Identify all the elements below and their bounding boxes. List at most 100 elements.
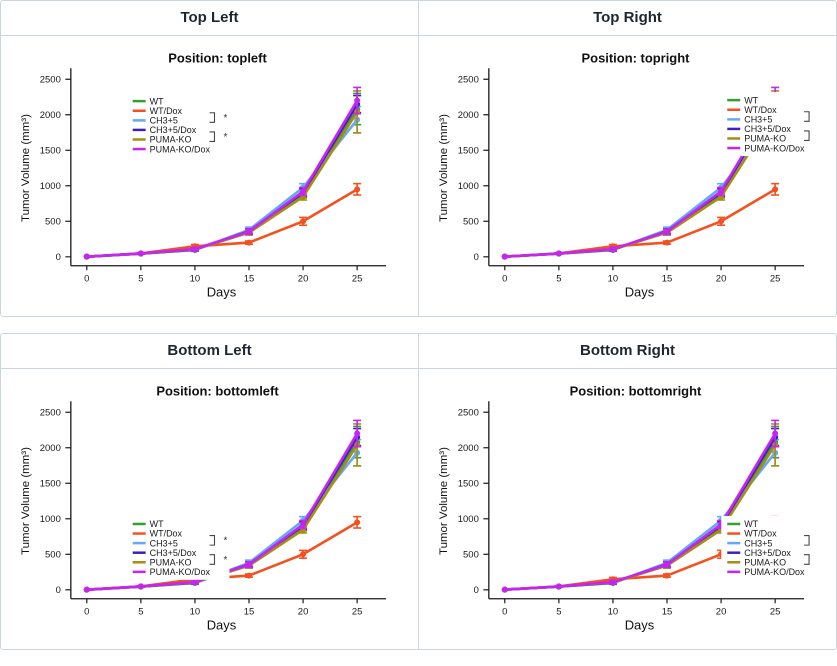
- svg-text:1500: 1500: [40, 479, 61, 490]
- svg-text:2500: 2500: [40, 75, 61, 86]
- svg-text:WT/Dox: WT/Dox: [150, 529, 183, 539]
- svg-text:0: 0: [474, 252, 479, 263]
- svg-text:CH3+5: CH3+5: [744, 115, 772, 125]
- line-chart-topright: Position: topright 0 5 10 15 20 25 0 500 1000 1500…: [438, 50, 825, 300]
- panel-header-label: Top Left: [180, 9, 239, 26]
- svg-text:15: 15: [662, 274, 673, 285]
- panel-header-label: Bottom Left: [167, 342, 252, 359]
- svg-text:CH3+5/Dox: CH3+5/Dox: [744, 548, 791, 558]
- svg-text:1500: 1500: [40, 146, 61, 157]
- line-chart-bottomleft: Position: bottomleft 0 5 10 15 20 25 0 500 1000 15…: [20, 383, 387, 633]
- svg-text:PUMA-KO: PUMA-KO: [150, 557, 192, 567]
- svg-text:PUMA-KO: PUMA-KO: [744, 557, 786, 567]
- svg-text:20: 20: [298, 607, 309, 618]
- svg-text:1000: 1000: [40, 181, 61, 192]
- svg-text:*: *: [223, 132, 227, 143]
- svg-text:*: *: [223, 536, 227, 547]
- svg-text:Days: Days: [625, 285, 655, 300]
- top-row-header: Top Left Top Right: [1, 1, 836, 36]
- svg-text:*: *: [223, 555, 227, 566]
- svg-text:5: 5: [556, 607, 561, 618]
- svg-text:25: 25: [770, 607, 781, 618]
- svg-text:15: 15: [662, 607, 673, 618]
- svg-text:PUMA-KO/Dox: PUMA-KO/Dox: [744, 567, 805, 577]
- svg-text:WT/Dox: WT/Dox: [744, 105, 777, 115]
- svg-text:*: *: [223, 113, 227, 124]
- svg-text:PUMA-KO/Dox: PUMA-KO/Dox: [150, 144, 211, 154]
- bottom-row-card: Bottom Left Bottom Right Position: botto…: [0, 333, 837, 650]
- top-row-body: Position: topleft 0 5 10 15 20 25 0 500 1000 1500 2…: [1, 36, 836, 316]
- svg-text:WT/Dox: WT/Dox: [744, 529, 777, 539]
- panel-header-bottom-right: Bottom Right: [419, 334, 836, 368]
- svg-text:10: 10: [190, 607, 201, 618]
- svg-text:10: 10: [608, 274, 619, 285]
- panel-header-top-right: Top Right: [419, 1, 836, 35]
- svg-text:0: 0: [84, 607, 89, 618]
- svg-text:20: 20: [716, 274, 727, 285]
- svg-text:PUMA-KO/Dox: PUMA-KO/Dox: [150, 567, 211, 577]
- line-chart-bottomright: Position: bottomright 0 5 10 15 20 25 0 500 1000 1…: [438, 383, 825, 633]
- svg-text:1500: 1500: [458, 146, 479, 157]
- svg-text:WT: WT: [744, 519, 758, 529]
- panel-header-label: Top Right: [593, 9, 662, 26]
- svg-text:Days: Days: [207, 285, 237, 300]
- svg-text:0: 0: [474, 585, 479, 596]
- svg-text:Days: Days: [625, 618, 655, 633]
- svg-text:CH3+5: CH3+5: [150, 116, 178, 126]
- svg-text:25: 25: [352, 607, 363, 618]
- svg-text:1000: 1000: [458, 181, 479, 192]
- svg-text:0: 0: [56, 585, 61, 596]
- panel-header-bottom-left: Bottom Left: [1, 334, 419, 368]
- bottom-row-body: Position: bottomleft 0 5 10 15 20 25 0 500 1000 15…: [1, 369, 836, 649]
- svg-text:1000: 1000: [458, 514, 479, 525]
- svg-text:10: 10: [190, 274, 201, 285]
- svg-text:1500: 1500: [458, 479, 479, 490]
- svg-text:Position: topleft: Position: topleft: [168, 50, 267, 65]
- bottom-row-header: Bottom Left Bottom Right: [1, 334, 836, 369]
- svg-text:2000: 2000: [458, 110, 479, 121]
- svg-text:0: 0: [502, 607, 507, 618]
- svg-text:500: 500: [463, 550, 479, 561]
- chart-panel-topleft: Position: topleft 0 5 10 15 20 25 0 500 1000 1500 2…: [1, 36, 419, 316]
- svg-text:500: 500: [463, 217, 479, 228]
- svg-text:CH3+5: CH3+5: [744, 538, 772, 548]
- svg-text:5: 5: [556, 274, 561, 285]
- svg-text:15: 15: [244, 274, 255, 285]
- svg-text:WT: WT: [744, 95, 758, 105]
- svg-text:0: 0: [502, 274, 507, 285]
- svg-text:Position: bottomleft: Position: bottomleft: [156, 383, 279, 398]
- svg-text:500: 500: [45, 550, 61, 561]
- line-chart-topleft: Position: topleft 0 5 10 15 20 25 0 500 1000 1500 2…: [20, 50, 387, 300]
- svg-text:25: 25: [770, 274, 781, 285]
- svg-text:CH3+5/Dox: CH3+5/Dox: [150, 548, 197, 558]
- svg-text:2500: 2500: [458, 75, 479, 86]
- chart-panel-bottomright: Position: bottomright 0 5 10 15 20 25 0 500 1000 1…: [419, 369, 836, 649]
- svg-text:0: 0: [84, 274, 89, 285]
- svg-text:10: 10: [608, 607, 619, 618]
- svg-text:CH3+5/Dox: CH3+5/Dox: [744, 124, 791, 134]
- svg-text:15: 15: [244, 607, 255, 618]
- svg-text:2500: 2500: [458, 408, 479, 419]
- svg-text:20: 20: [716, 607, 727, 618]
- chart-panel-topright: Position: topright 0 5 10 15 20 25 0 500 1000 1500…: [419, 36, 836, 316]
- svg-text:Tumor Volume (mm³): Tumor Volume (mm³): [20, 447, 32, 555]
- svg-text:2000: 2000: [40, 110, 61, 121]
- svg-text:500: 500: [45, 217, 61, 228]
- svg-text:20: 20: [298, 274, 309, 285]
- chart-panel-bottomleft: Position: bottomleft 0 5 10 15 20 25 0 500 1000 15…: [1, 369, 419, 649]
- svg-text:PUMA-KO/Dox: PUMA-KO/Dox: [744, 143, 805, 153]
- svg-text:WT: WT: [150, 519, 164, 529]
- panel-header-top-left: Top Left: [1, 1, 419, 35]
- svg-text:1000: 1000: [40, 514, 61, 525]
- svg-text:PUMA-KO: PUMA-KO: [150, 135, 192, 145]
- svg-text:Tumor Volume (mm³): Tumor Volume (mm³): [20, 114, 32, 222]
- svg-text:2500: 2500: [40, 408, 61, 419]
- svg-text:Tumor Volume (mm³): Tumor Volume (mm³): [438, 447, 450, 555]
- svg-text:2000: 2000: [458, 443, 479, 454]
- svg-text:CH3+5/Dox: CH3+5/Dox: [150, 125, 197, 135]
- svg-text:WT: WT: [150, 96, 164, 106]
- svg-text:Position: bottomright: Position: bottomright: [570, 383, 702, 398]
- svg-text:Tumor Volume (mm³): Tumor Volume (mm³): [438, 114, 450, 222]
- svg-text:5: 5: [138, 607, 143, 618]
- svg-text:0: 0: [56, 252, 61, 263]
